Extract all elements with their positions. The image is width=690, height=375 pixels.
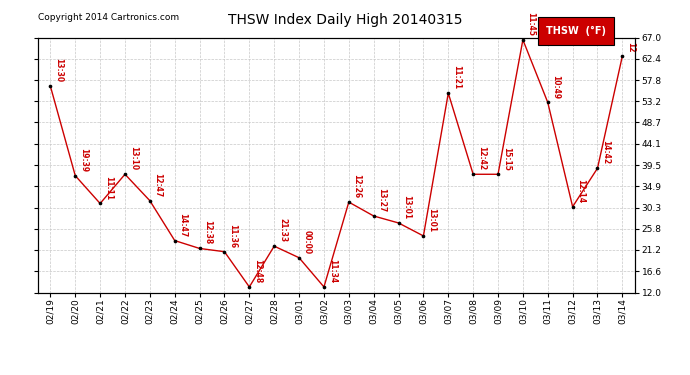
Point — [542, 99, 553, 105]
Point — [293, 255, 304, 261]
Point — [95, 201, 106, 207]
Text: 12:14: 12:14 — [576, 179, 585, 203]
Point — [368, 213, 380, 219]
Point — [70, 172, 81, 178]
Point — [219, 249, 230, 255]
Point — [393, 220, 404, 226]
Text: 15:15: 15:15 — [502, 147, 511, 171]
Text: 11:34: 11:34 — [328, 259, 337, 283]
Text: THSW Index Daily High 20140315: THSW Index Daily High 20140315 — [228, 13, 462, 27]
Text: 12: 12 — [626, 42, 635, 52]
Text: 11:11: 11:11 — [104, 176, 113, 200]
Text: 12:48: 12:48 — [253, 259, 262, 283]
Text: 12:38: 12:38 — [204, 220, 213, 245]
Point — [567, 204, 578, 210]
Point — [119, 171, 130, 177]
Point — [518, 37, 529, 43]
Point — [144, 198, 155, 204]
Point — [468, 171, 479, 177]
Point — [443, 90, 454, 96]
Text: THSW  (°F): THSW (°F) — [546, 26, 606, 36]
Point — [344, 199, 355, 205]
Text: 00:00: 00:00 — [303, 230, 312, 254]
Text: 13:27: 13:27 — [377, 188, 386, 212]
Point — [418, 233, 429, 239]
Point — [194, 246, 205, 252]
Text: 14:42: 14:42 — [601, 140, 610, 165]
Text: 14:47: 14:47 — [179, 213, 188, 237]
Text: 11:45: 11:45 — [526, 12, 535, 36]
Point — [493, 171, 504, 177]
Point — [617, 53, 628, 59]
Point — [169, 238, 180, 244]
Text: 12:47: 12:47 — [154, 173, 163, 197]
Text: 11:21: 11:21 — [452, 65, 461, 89]
Text: 19:39: 19:39 — [79, 148, 88, 172]
Point — [268, 243, 279, 249]
Text: 21:33: 21:33 — [278, 218, 287, 242]
Text: 12:26: 12:26 — [353, 174, 362, 198]
Text: 11:36: 11:36 — [228, 224, 237, 248]
Point — [592, 165, 603, 171]
Text: 10:49: 10:49 — [551, 75, 560, 99]
Point — [45, 83, 56, 89]
Text: 13:10: 13:10 — [129, 147, 138, 171]
Point — [244, 284, 255, 290]
Text: Copyright 2014 Cartronics.com: Copyright 2014 Cartronics.com — [38, 13, 179, 22]
Point — [318, 284, 329, 290]
Text: 13:30: 13:30 — [54, 58, 63, 82]
Text: 13:01: 13:01 — [402, 195, 411, 219]
Text: 13:01: 13:01 — [427, 208, 436, 232]
Text: 12:42: 12:42 — [477, 147, 486, 171]
